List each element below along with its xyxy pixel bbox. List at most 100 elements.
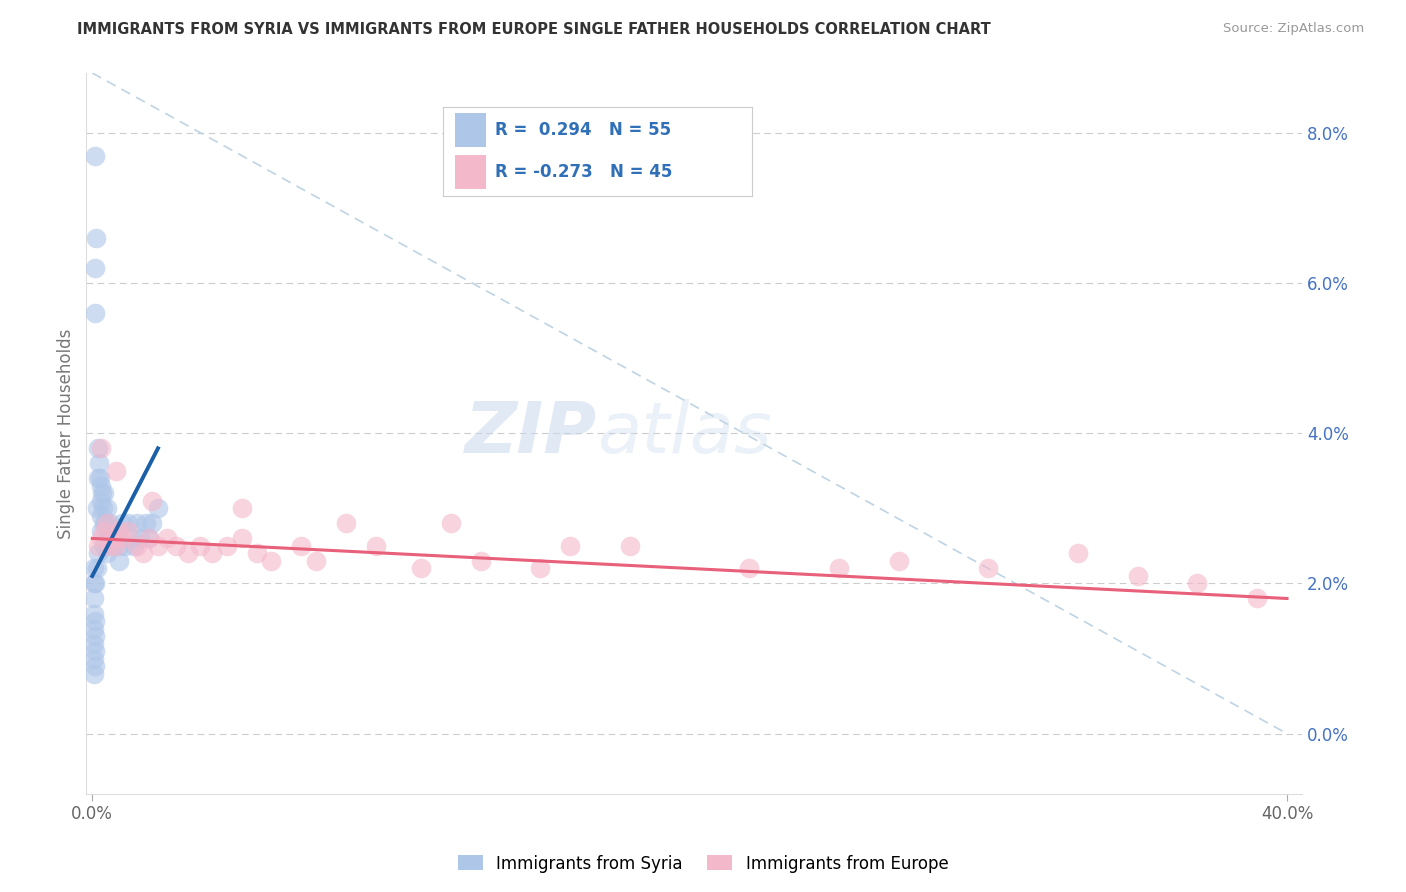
Point bbox=[245, 546, 267, 560]
Text: ZIP: ZIP bbox=[464, 399, 598, 467]
Bar bbox=[456, 113, 486, 147]
Point bbox=[1187, 576, 1209, 591]
Point bbox=[93, 539, 115, 553]
Point bbox=[114, 539, 136, 553]
Point bbox=[135, 516, 157, 531]
Point bbox=[125, 516, 148, 531]
Point bbox=[87, 456, 110, 470]
Point bbox=[335, 516, 357, 531]
Point bbox=[364, 539, 387, 553]
Point bbox=[101, 532, 124, 546]
Point bbox=[84, 614, 107, 628]
Point bbox=[231, 532, 253, 546]
Point bbox=[83, 261, 105, 276]
Point bbox=[93, 516, 115, 531]
Point bbox=[129, 532, 152, 546]
Point bbox=[90, 479, 112, 493]
Point bbox=[290, 539, 312, 553]
Point bbox=[105, 464, 128, 478]
Point bbox=[96, 524, 118, 538]
Point bbox=[83, 666, 105, 681]
Point bbox=[90, 508, 112, 523]
Point bbox=[96, 501, 118, 516]
Point bbox=[83, 561, 105, 575]
Point bbox=[83, 576, 105, 591]
Point bbox=[887, 554, 910, 568]
Point bbox=[84, 659, 107, 673]
Point bbox=[83, 622, 105, 636]
Point bbox=[111, 532, 134, 546]
Point bbox=[90, 532, 112, 546]
Point bbox=[138, 532, 160, 546]
Point bbox=[84, 148, 107, 162]
Point bbox=[156, 532, 179, 546]
Point bbox=[90, 494, 112, 508]
Point bbox=[83, 607, 105, 621]
Point bbox=[188, 539, 211, 553]
Point bbox=[90, 442, 112, 456]
Point bbox=[101, 539, 124, 553]
Point bbox=[86, 561, 108, 575]
Point bbox=[828, 561, 851, 575]
Point bbox=[94, 516, 117, 531]
Point bbox=[977, 561, 1000, 575]
Point bbox=[105, 532, 128, 546]
Point bbox=[108, 554, 131, 568]
Point bbox=[138, 532, 160, 546]
Point bbox=[409, 561, 432, 575]
Point bbox=[93, 486, 115, 500]
Point bbox=[87, 539, 110, 553]
Point bbox=[84, 231, 107, 245]
Point bbox=[122, 539, 145, 553]
Point bbox=[260, 554, 283, 568]
Text: R =  0.294   N = 55: R = 0.294 N = 55 bbox=[495, 121, 672, 139]
Point bbox=[529, 561, 551, 575]
Point bbox=[1126, 569, 1149, 583]
Text: atlas: atlas bbox=[598, 399, 772, 467]
Point bbox=[90, 486, 112, 500]
Point bbox=[215, 539, 238, 553]
Point bbox=[83, 651, 105, 665]
Point bbox=[108, 539, 131, 553]
Point bbox=[125, 539, 148, 553]
Point bbox=[108, 524, 131, 538]
Point bbox=[177, 546, 200, 560]
Text: IMMIGRANTS FROM SYRIA VS IMMIGRANTS FROM EUROPE SINGLE FATHER HOUSEHOLDS CORRELA: IMMIGRANTS FROM SYRIA VS IMMIGRANTS FROM… bbox=[77, 22, 991, 37]
Point bbox=[165, 539, 187, 553]
Point bbox=[120, 532, 142, 546]
Point bbox=[87, 442, 110, 456]
Point bbox=[101, 524, 124, 538]
Point bbox=[305, 554, 328, 568]
Point bbox=[1246, 591, 1268, 606]
Point bbox=[146, 539, 169, 553]
Point bbox=[84, 306, 107, 320]
Point bbox=[111, 516, 134, 531]
Bar bbox=[456, 155, 486, 189]
Point bbox=[93, 524, 115, 538]
Point bbox=[738, 561, 761, 575]
Point bbox=[89, 471, 111, 485]
Point bbox=[86, 471, 108, 485]
Point bbox=[440, 516, 463, 531]
Point bbox=[132, 546, 155, 560]
Point bbox=[84, 644, 107, 658]
Point bbox=[83, 591, 105, 606]
Point bbox=[98, 532, 121, 546]
Point bbox=[470, 554, 492, 568]
Point bbox=[83, 576, 105, 591]
Point bbox=[90, 524, 112, 538]
Point bbox=[98, 516, 121, 531]
Point bbox=[83, 636, 105, 650]
Point bbox=[86, 501, 108, 516]
Point bbox=[231, 501, 253, 516]
Point bbox=[98, 539, 121, 553]
Point bbox=[560, 539, 582, 553]
Point bbox=[117, 524, 139, 538]
Y-axis label: Single Father Households: Single Father Households bbox=[58, 328, 75, 539]
Point bbox=[105, 539, 128, 553]
Point bbox=[84, 629, 107, 643]
Point bbox=[117, 516, 139, 531]
Text: Source: ZipAtlas.com: Source: ZipAtlas.com bbox=[1223, 22, 1364, 36]
Point bbox=[91, 501, 114, 516]
Point bbox=[1067, 546, 1090, 560]
